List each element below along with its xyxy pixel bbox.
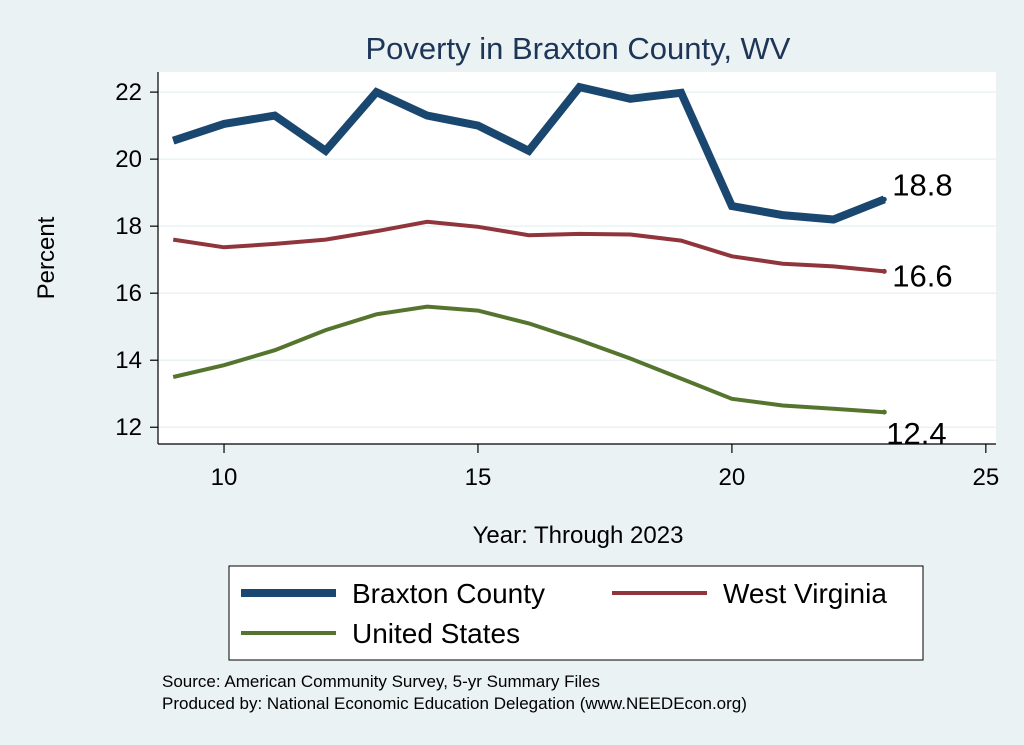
x-axis-title: Year: Through 2023: [473, 522, 684, 549]
end-label-braxton-county: 18.8: [892, 167, 952, 202]
y-tick-label: 18: [115, 213, 142, 240]
x-tick-label: 25: [972, 464, 999, 491]
legend: Braxton County West Virginia United Stat…: [228, 565, 924, 661]
series-line-united-states: [172, 304, 885, 415]
end-point-united-states: [881, 409, 887, 415]
y-tick-label: 16: [115, 280, 142, 307]
y-tick-label: 22: [115, 79, 142, 106]
series-lines: [171, 82, 887, 415]
series-line-west-virginia: [172, 219, 885, 274]
plot-area: [158, 72, 996, 444]
end-label-united-states: 12.4: [886, 416, 946, 451]
x-tick-label: 10: [211, 464, 238, 491]
y-tick-label: 12: [115, 414, 142, 441]
produced-by-note: Produced by: National Economic Education…: [162, 694, 747, 713]
end-point-braxton-county: [881, 196, 887, 202]
chart-title: Poverty in Braxton County, WV: [366, 31, 791, 66]
x-tick-label: 20: [719, 464, 746, 491]
legend-label-west-virginia: West Virginia: [723, 578, 887, 609]
y-tick-label: 20: [115, 146, 142, 173]
end-label-west-virginia: 16.6: [892, 258, 952, 293]
x-ticks: 10 15 20 25: [211, 444, 999, 491]
source-note: Source: American Community Survey, 5-yr …: [162, 672, 600, 691]
x-tick-label: 15: [465, 464, 492, 491]
end-point-west-virginia: [881, 268, 887, 274]
legend-label-braxton: Braxton County: [352, 578, 545, 609]
legend-box: [228, 565, 924, 661]
y-ticks: 12 14 16 18 20 22: [115, 79, 158, 441]
end-labels: 18.8 16.6 12.4: [886, 167, 952, 451]
y-axis-title: Percent: [33, 216, 60, 299]
legend-label-united-states: United States: [352, 618, 520, 649]
y-tick-label: 14: [115, 347, 142, 374]
series-line-braxton-county: [171, 82, 886, 224]
